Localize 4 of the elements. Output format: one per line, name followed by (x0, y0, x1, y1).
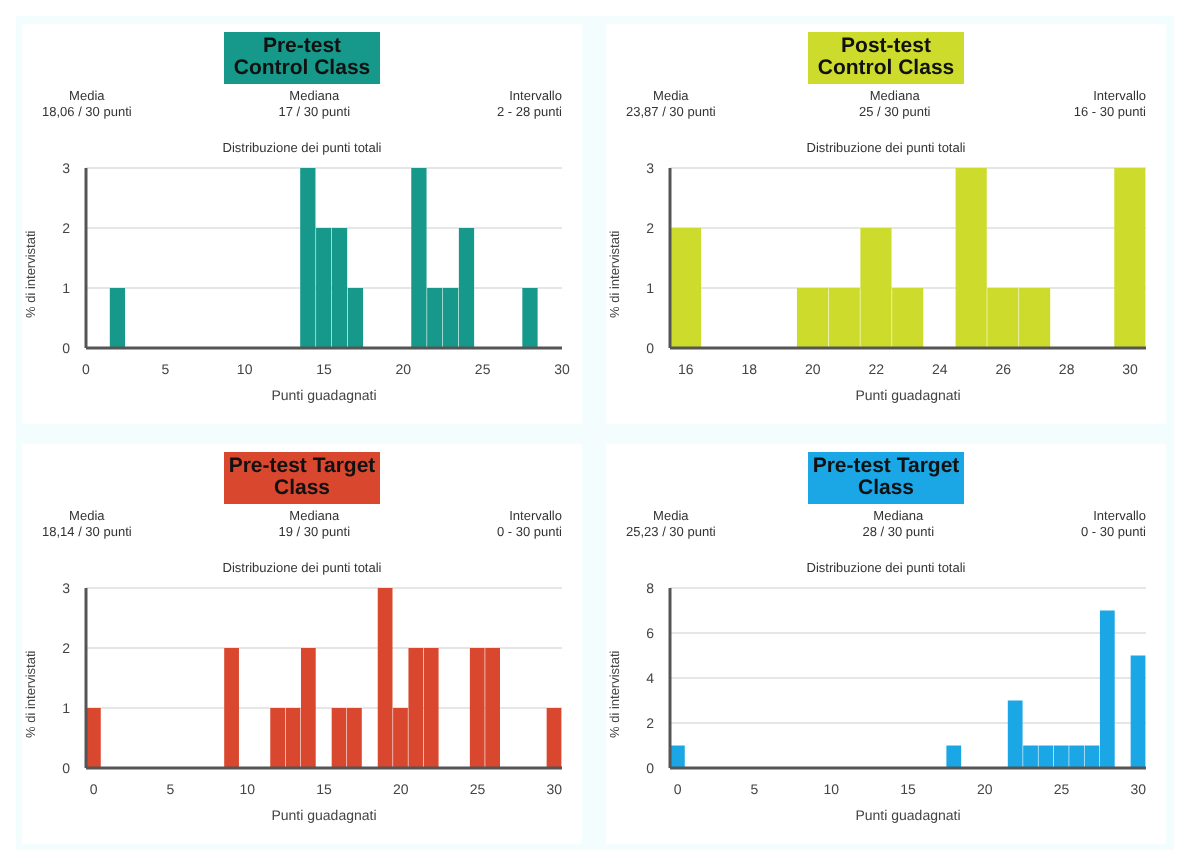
chart-title: Pre-test Target Class (808, 452, 964, 504)
chart-title: Post-test Control Class (808, 32, 964, 84)
chart-title: Pre-test Control Class (224, 32, 380, 84)
chart-title: Pre-test Target Class (224, 452, 380, 504)
